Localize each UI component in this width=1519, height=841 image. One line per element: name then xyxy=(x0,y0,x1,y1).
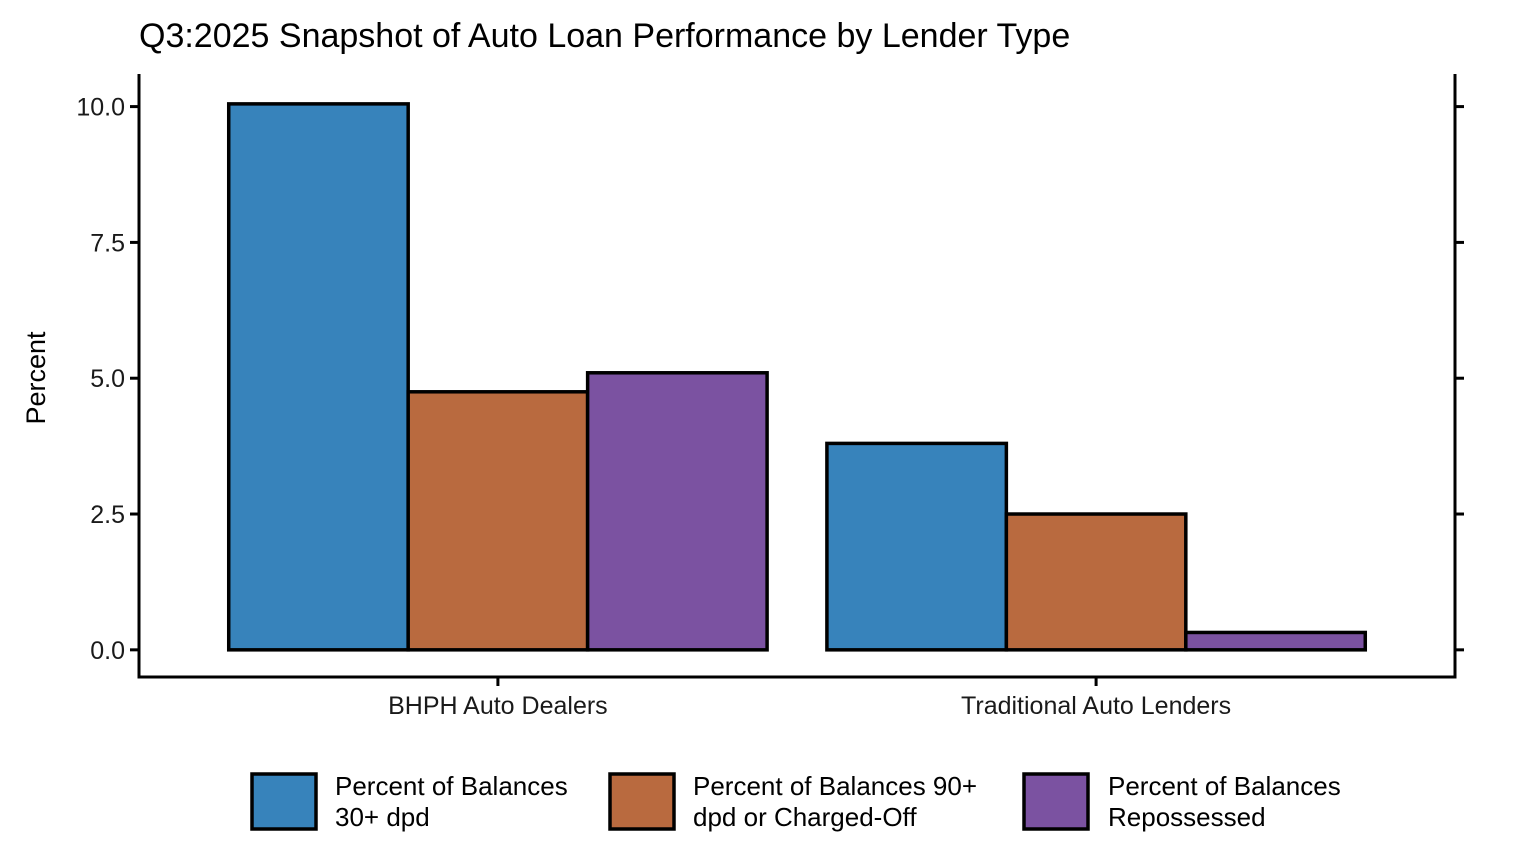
y-tick-label: 5.0 xyxy=(90,365,125,393)
bar-traditional-series-3 xyxy=(1184,630,1368,652)
x-tick-label: Traditional Auto Lenders xyxy=(961,692,1231,720)
y-tick-label: 10.0 xyxy=(76,94,125,122)
legend-key-1 xyxy=(250,772,318,831)
legend-label-1-line-1: Percent of Balances xyxy=(335,771,568,801)
legend-label-1-line-2: 30+ dpd xyxy=(335,802,430,832)
y-tick-label: 0.0 xyxy=(90,637,125,665)
bar-bhph-series-1 xyxy=(226,102,410,652)
y-axis: 0.0 2.5 5.0 7.5 10.0 xyxy=(76,94,1464,665)
x-axis: BHPH Auto Dealers Traditional Auto Lender… xyxy=(388,677,1231,720)
bar-traditional-series-2 xyxy=(1004,512,1188,652)
x-tick-label: BHPH Auto Dealers xyxy=(388,692,608,720)
legend-label-3-line-1: Percent of Balances xyxy=(1108,771,1341,801)
legend-key-3 xyxy=(1022,772,1090,831)
legend-label-2-line-2: dpd or Charged-Off xyxy=(693,802,917,832)
bars xyxy=(226,102,1368,652)
chart-title: Q3:2025 Snapshot of Auto Loan Performanc… xyxy=(139,17,1070,55)
y-tick-label: 2.5 xyxy=(90,501,125,529)
legend-label-3-line-2: Repossessed xyxy=(1108,802,1266,832)
bar-bhph-series-3 xyxy=(585,371,769,652)
legend-label-2-line-1: Percent of Balances 90+ xyxy=(693,771,977,801)
y-tick-label: 7.5 xyxy=(90,229,125,257)
plot-frame xyxy=(137,74,1457,679)
legend-key-2 xyxy=(608,772,676,831)
bar-traditional-series-1 xyxy=(825,441,1009,652)
y-axis-title: Percent xyxy=(21,331,51,425)
bar-bhph-series-2 xyxy=(406,390,590,652)
